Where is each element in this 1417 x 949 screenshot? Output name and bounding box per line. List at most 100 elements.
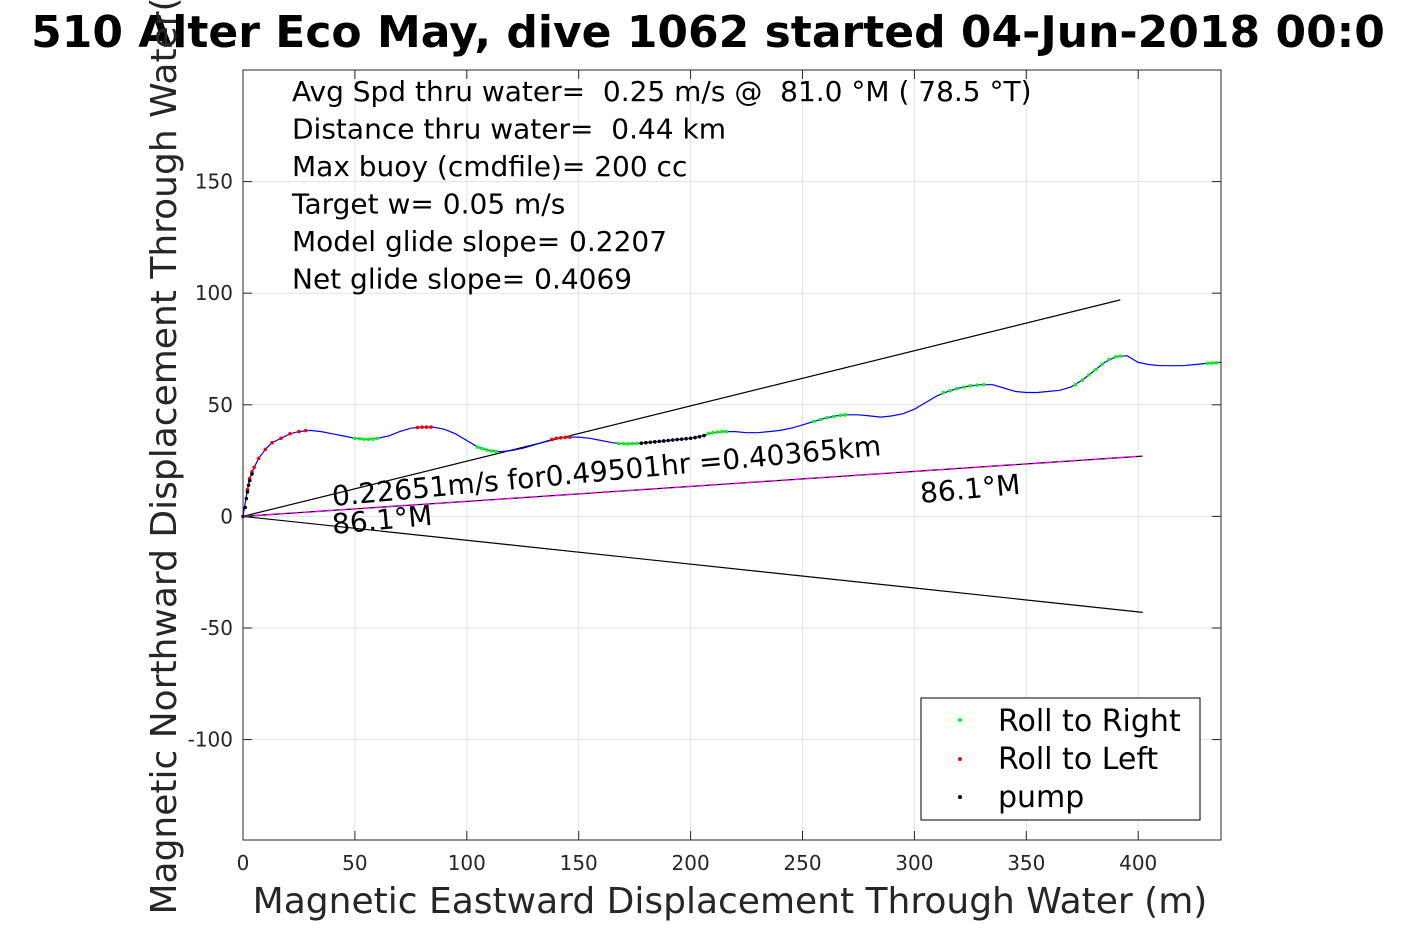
y-tick-label: 150 [195,170,233,194]
info-line: Target w= 0.05 m/s [291,188,565,221]
ticks: 0 50 100 150 200 250 300 350 400 -100 -50 0 50 100 150 [188,70,1221,875]
roll-left-point [554,436,559,441]
roll-left-point [567,435,572,439]
pump-point [247,478,252,483]
roll-right-point [975,383,979,387]
plot-frame [242,69,1222,841]
points [241,354,1219,519]
roll-right-point [838,413,843,418]
pump-point [648,440,653,445]
pump-point [644,440,648,445]
roll-right-point [357,436,362,441]
roll-left-point [297,429,301,434]
roll-right-point [1080,378,1085,383]
roll-right-point [961,385,966,389]
pump-point [657,439,662,444]
info-line: Net glide slope= 0.4069 [292,263,632,296]
pump-point [670,438,675,442]
roll-right-point [366,437,371,442]
roll-right-point [635,441,639,446]
roll-right-point [715,430,720,434]
x-tick-label: 300 [895,851,933,875]
roll-left-point [252,465,256,470]
y-tick-label: -100 [188,728,233,752]
x-tick-label: 250 [783,851,821,875]
x-axis-label: Magnetic Eastward Displacement Through W… [253,881,1208,922]
roll-right-point [1210,361,1214,365]
pump-point [246,483,251,487]
roll-left-point [256,456,261,461]
pump-point [675,437,679,442]
reference-line [242,455,1143,518]
legend-box [920,697,1201,821]
pump-point [661,439,666,443]
roll-right-point [375,436,380,441]
pump-point [244,496,249,501]
roll-right-point [494,449,498,454]
legend-label-roll-left: Roll to Left [998,742,1158,777]
pump-point [666,438,671,443]
info-line: Distance thru water= 0.44 km [292,113,726,146]
roll-right-point [485,448,489,452]
roll-right-point [1087,373,1091,377]
roll-right-point [1100,362,1105,366]
x-tick-label: 150 [560,851,598,875]
y-tick-label: 50 [208,393,233,417]
x-tick-label: 50 [342,851,367,875]
info-line: Max buoy (cmdfile)= 200 cc [292,150,687,183]
legend-marker-roll-right [958,718,962,722]
info-line: Avg Spd thru water= 0.25 m/s @ 81.0 °M (… [292,75,1032,108]
pump-point [243,505,248,510]
pump-point [697,434,702,439]
roll-right-point [825,415,829,420]
y-tick-label: -50 [200,616,233,640]
roll-left-point [270,440,274,445]
roll-right-point [1214,361,1219,365]
pump-point [245,490,250,494]
roll-left-point [279,436,283,441]
reference-line [242,515,1143,613]
x-tick-label: 0 [237,851,250,875]
info-text-block: Avg Spd thru water= 0.25 m/s @ 81.0 °M (… [291,75,1032,296]
roll-left-point [429,425,433,429]
info-line: Model glide slope= 0.2207 [292,225,667,258]
y-tick-label: 0 [220,504,233,528]
roll-left-point [550,437,554,442]
roll-right-point [353,436,357,441]
roll-right-point [811,419,816,424]
roll-right-point [832,414,836,419]
x-tick-label: 400 [1119,851,1157,875]
pump-point [702,433,706,438]
pump-point [693,435,697,440]
roll-right-point [981,382,986,387]
roll-left-point [263,447,268,452]
roll-left-point [420,425,424,429]
y-axis-label: Magnetic Northward Displacement Through … [144,0,185,915]
roll-right-point [621,442,626,446]
roll-right-point [1107,357,1111,362]
x-tick-label: 100 [448,851,486,875]
roll-right-point [489,449,494,453]
roll-right-point [476,445,480,449]
roll-right-point [843,413,847,417]
roll-left-point [288,431,292,436]
roll-right-point [706,431,711,436]
roll-right-point [1118,354,1123,358]
roll-right-point [818,417,823,422]
x-tick-label: 350 [1007,851,1045,875]
pump-point [684,436,688,441]
roll-right-point [1093,367,1098,372]
roll-right-point [955,386,959,391]
roll-right-point [1205,361,1210,366]
roll-right-point [617,441,621,446]
chart-title: 510 Alter Eco May, dive 1062 started 04-… [31,7,1385,58]
legend: Roll to Right Roll to Left pump [920,697,1201,821]
pump-point [652,440,657,444]
roll-right-point [371,437,375,441]
pump-point [679,437,684,441]
roll-right-point [626,442,630,446]
legend-marker-pump [958,795,962,799]
roll-right-point [1114,354,1118,359]
